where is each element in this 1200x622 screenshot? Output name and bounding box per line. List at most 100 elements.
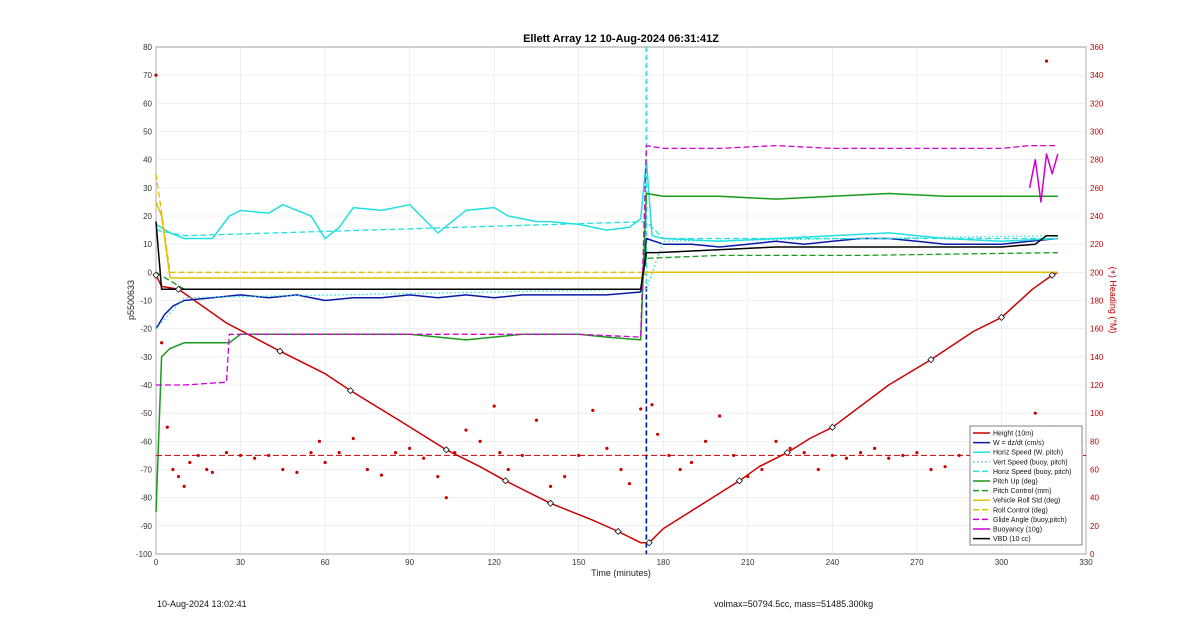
height-marker [501,477,510,485]
legend-label-4: Horiz Speed (buoy, pitch) [993,469,1071,476]
heading-point [379,473,384,477]
legend-label-9: Glide Angle (buoy,pitch) [993,517,1067,524]
heading-point [858,451,863,455]
y2-tick-label: 340 [1090,71,1104,80]
heading-point [943,465,947,469]
heading-point [873,446,877,450]
heading-point [774,439,778,443]
x-axis-label: Time (minutes) [591,568,651,578]
heading-point [165,425,169,429]
x-tick-label: 270 [910,558,924,567]
x-tick-label: 240 [826,558,840,567]
legend-label-11: VBD (10 cc) [993,536,1031,543]
heading-point [224,451,229,455]
y-tick-label: -70 [140,466,152,475]
heading-point [887,456,891,460]
heading-point [323,460,327,465]
heading-point [422,456,426,460]
height-marker [174,285,183,293]
heading-point [210,470,214,474]
series-line-2 [155,158,1058,243]
y-tick-label: -40 [140,381,152,390]
heading-point [464,428,468,432]
heading-point [498,451,502,455]
heading-point [650,403,654,407]
heading-point [267,453,271,458]
legend-label-2: Horiz Speed (W, pitch) [993,450,1063,457]
height-marker [546,499,555,507]
x-tick-label: 30 [236,558,245,567]
heading-layer [154,59,1086,500]
y2-tick-label: 280 [1090,156,1104,165]
heading-point [591,408,595,412]
heading-point [492,404,496,408]
heading-point [253,456,257,460]
height-marker [152,271,160,279]
x-tick-label: 0 [154,558,159,567]
y2-tick-label: 100 [1090,409,1104,418]
heading-point [171,467,175,472]
heading-point [929,467,933,472]
heading-point [238,453,243,458]
legend-label-7: Vehicle Roll Std (deg) [993,498,1060,505]
heading-point [281,467,285,472]
legend-label-3: Vert Speed (buoy, pitch) [993,459,1068,466]
heading-point [746,474,750,479]
heading-point [1033,411,1037,415]
y2-tick-label: 40 [1090,494,1099,503]
y-tick-label: -100 [136,550,153,559]
y-tick-label: 20 [143,212,152,221]
legend-label-0: Height (10m) [993,431,1033,438]
heading-point [444,496,448,500]
y2-tick-label: 140 [1090,353,1104,362]
legend-label-10: Buoyancy (10g) [993,527,1042,534]
heading-point [703,439,708,443]
y2-tick-labels: 3603403203002802602402202001801601401201… [1090,43,1104,559]
height-marker [614,527,622,536]
heading-point [816,467,820,472]
x-tick-label: 120 [488,558,502,567]
series-line-5 [155,192,1058,512]
y2-tick-label: 80 [1090,437,1099,446]
y2-tick-label: 320 [1090,99,1104,108]
heading-point [678,467,682,472]
height-marker [927,356,935,364]
heading-point [915,451,919,455]
heading-point [453,451,457,455]
y2-tick-label: 240 [1090,212,1104,221]
x-tick-label: 300 [995,558,1009,567]
heading-point [506,467,510,472]
heading-point [176,474,181,479]
heading-point [205,467,209,472]
height-marker [735,477,743,485]
heading-point [478,439,482,443]
heading-point [605,446,609,450]
heading-point [182,484,186,488]
y-tick-labels: 80 70 60 50 40 30 20 10 0 -10 -20 -30 -40 -50 -60 -70 -8… [136,43,153,559]
height-marker [442,446,450,454]
legend-label-6: Pitch Control (mm) [993,488,1051,495]
y2-tick-label: 160 [1090,325,1104,334]
y-tick-label: -20 [140,325,152,334]
x-tick-label: 180 [657,558,671,567]
y-tick-label: 10 [143,240,152,249]
series-line-1 [155,237,1058,330]
x-tick-label: 210 [741,558,755,567]
heading-point [639,407,643,411]
series-line-9 [156,144,1058,386]
heading-point [656,432,660,436]
heading-point [534,418,539,422]
chart-title: Ellett Array 12 10-Aug-2024 06:31:41Z [523,33,719,45]
y-tick-label: 40 [143,156,152,165]
heading-point [627,481,632,486]
y-tick-label: 50 [143,128,152,137]
series-layer [152,144,1059,547]
height-marker [1048,271,1056,279]
y2-axis-label: (+) Heading (°M) [1108,267,1118,334]
heading-point [563,474,567,479]
heading-point [1044,59,1049,63]
heading-point [667,453,671,458]
y-tick-label: -30 [140,353,152,362]
legend-box [969,425,1083,546]
